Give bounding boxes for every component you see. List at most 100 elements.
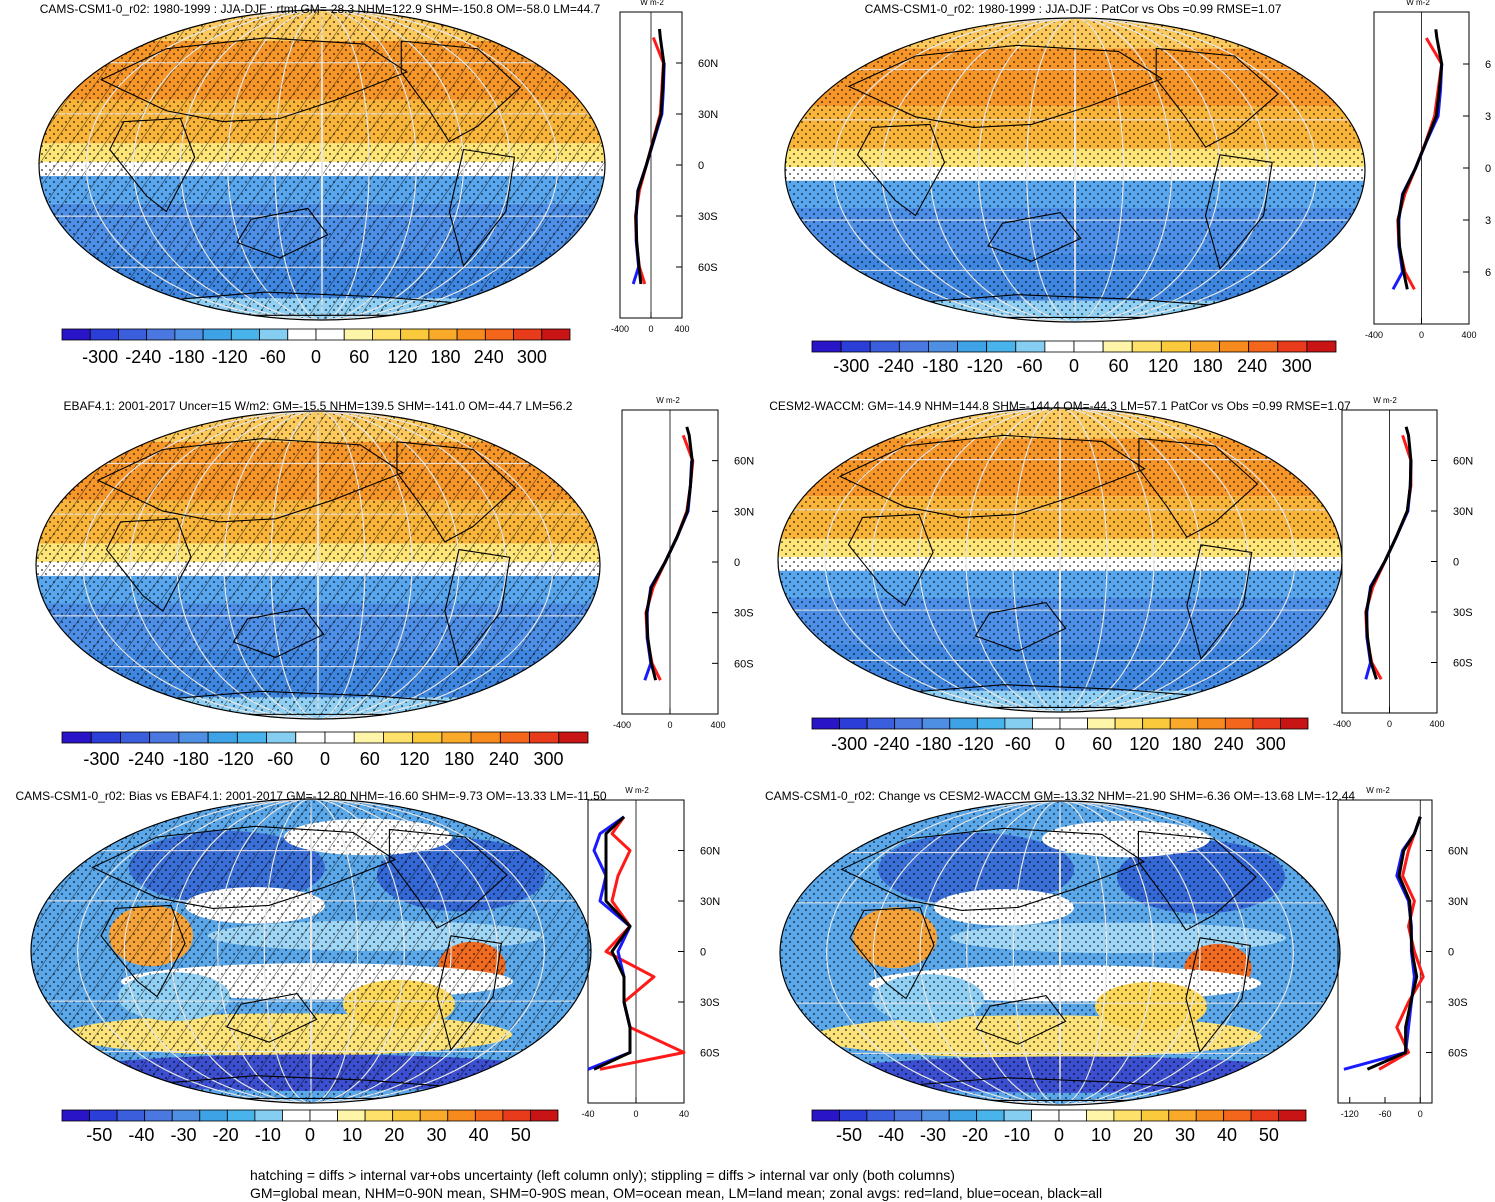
y-tick-label: 0 xyxy=(1448,947,1454,959)
colorbar-box xyxy=(1015,340,1046,353)
colorbar-label: -30 xyxy=(171,1125,197,1145)
colorbar-box xyxy=(1087,717,1116,730)
colorbar-box xyxy=(921,1109,950,1122)
colorbar-label: 180 xyxy=(1171,734,1201,754)
colorbar-label: -20 xyxy=(962,1125,988,1145)
colorbar-label: 0 xyxy=(1069,356,1079,376)
colorbar-box xyxy=(1252,717,1281,730)
colorbar-box xyxy=(324,731,355,744)
colorbar-box xyxy=(364,1109,394,1122)
colorbar-box xyxy=(428,328,458,341)
map-panel-5 xyxy=(31,799,591,1103)
units-label: W m-2 xyxy=(1406,0,1430,7)
y-tick-label: 60N xyxy=(1453,456,1473,468)
colorbar-box xyxy=(343,328,373,341)
colorbar-box xyxy=(315,328,345,341)
series-ocean-line xyxy=(1364,460,1413,680)
caption-line-1: hatching = diffs > internal var+obs unce… xyxy=(250,1167,955,1183)
colorbar-box xyxy=(811,1109,840,1122)
colorbar-label: 40 xyxy=(469,1125,489,1145)
colorbar-box xyxy=(295,731,326,744)
colorbar-label: 240 xyxy=(1237,356,1267,376)
series-all-line xyxy=(1364,426,1413,680)
colorbar-box xyxy=(419,1109,449,1122)
colorbar-box xyxy=(1032,717,1061,730)
colorbar-box xyxy=(1306,340,1337,353)
series-all-line xyxy=(645,426,694,681)
colorbar-box xyxy=(61,328,91,341)
y-tick-label: 30N xyxy=(1448,896,1468,908)
colorbar-box xyxy=(1190,340,1220,353)
colorbar-box xyxy=(1058,1109,1087,1122)
caption-line-2: GM=global mean, NHM=0-90N mean, SHM=0-90… xyxy=(250,1185,1103,1201)
colorbar-label: 50 xyxy=(1259,1125,1279,1145)
colorbar-label: 20 xyxy=(384,1125,404,1145)
series-land-line xyxy=(644,434,695,681)
colorbar-label: -300 xyxy=(82,347,118,367)
colorbar-box xyxy=(1278,1109,1307,1122)
colorbar-box xyxy=(230,328,260,341)
colorbar-box xyxy=(1169,717,1199,730)
colorbar-label: -50 xyxy=(86,1125,112,1145)
colorbar-box xyxy=(839,717,868,730)
colorbar-box xyxy=(400,328,430,341)
colorbar-label: -10 xyxy=(1004,1125,1030,1145)
y-tick-label: 30S xyxy=(698,211,718,223)
colorbar-box xyxy=(866,1109,895,1122)
y-tick-label: 6 xyxy=(1485,267,1491,279)
y-tick-label: 30N xyxy=(698,109,718,121)
map-border-3 xyxy=(35,410,601,720)
colorbar-label: 60 xyxy=(360,749,380,769)
colorbar-label: -180 xyxy=(922,356,958,376)
colorbar-box xyxy=(174,328,204,341)
x-tick-label: -60 xyxy=(1378,1109,1391,1119)
colorbar-box xyxy=(957,340,988,353)
colorbar-3: -300 -240 -180 -120 -60 0 60 120 180 240 300 xyxy=(61,731,589,769)
y-tick-label: 60S xyxy=(698,262,718,274)
y-tick-label: 30N xyxy=(1453,506,1473,518)
map-panel-4 xyxy=(778,408,1342,712)
y-tick-label: 0 xyxy=(698,160,704,172)
y-tick-label: 0 xyxy=(1453,557,1459,569)
colorbar-box xyxy=(898,340,929,353)
colorbar-label: 180 xyxy=(431,347,461,367)
colorbar-label: -180 xyxy=(916,734,952,754)
colorbar-box xyxy=(1004,717,1033,730)
colorbar-label: 60 xyxy=(349,347,369,367)
colorbar-box xyxy=(392,1109,421,1122)
zonal-mean-plot-1: -400 0 400 60N 30N 0 30S 60S W m-2 xyxy=(611,0,718,334)
y-tick-label: 0 xyxy=(1485,163,1491,175)
colorbar-box xyxy=(1086,1109,1115,1122)
colorbar-label: 300 xyxy=(1282,356,1312,376)
colorbar-label: 240 xyxy=(474,347,504,367)
colorbar-box xyxy=(1031,1109,1060,1122)
colorbar-box xyxy=(236,731,267,744)
colorbar-box xyxy=(456,328,486,341)
series-all-line xyxy=(1396,29,1444,290)
colorbar-box xyxy=(948,1109,978,1122)
units-label: W m-2 xyxy=(1373,396,1397,405)
colorbar-box xyxy=(1224,717,1254,730)
colorbar-label: 10 xyxy=(1091,1125,1111,1145)
y-tick-label: 30N xyxy=(734,506,754,518)
colorbar-4: -300 -240 -180 -120 -60 0 60 120 180 240 300 xyxy=(811,717,1309,754)
colorbar-box xyxy=(89,1109,118,1122)
colorbar-label: -60 xyxy=(267,749,293,769)
colorbar-box xyxy=(1003,1109,1032,1122)
colorbar-label: -40 xyxy=(128,1125,154,1145)
map-panel-2 xyxy=(785,18,1365,322)
colorbar-label: 0 xyxy=(305,1125,315,1145)
x-tick-label: -400 xyxy=(1333,719,1351,729)
colorbar-box xyxy=(976,717,1006,730)
colorbar-box xyxy=(282,1109,311,1122)
map-border-1 xyxy=(38,9,606,321)
colorbar-box xyxy=(530,1109,559,1122)
x-tick-label: 40 xyxy=(679,1109,689,1119)
colorbar-box xyxy=(1073,340,1104,353)
colorbar-label: 120 xyxy=(399,749,429,769)
y-tick-label: 60S xyxy=(734,658,754,670)
colorbar-label: 0 xyxy=(320,749,330,769)
colorbar-box xyxy=(921,717,951,730)
colorbar-label: -60 xyxy=(260,347,286,367)
colorbar-label: 50 xyxy=(511,1125,531,1145)
